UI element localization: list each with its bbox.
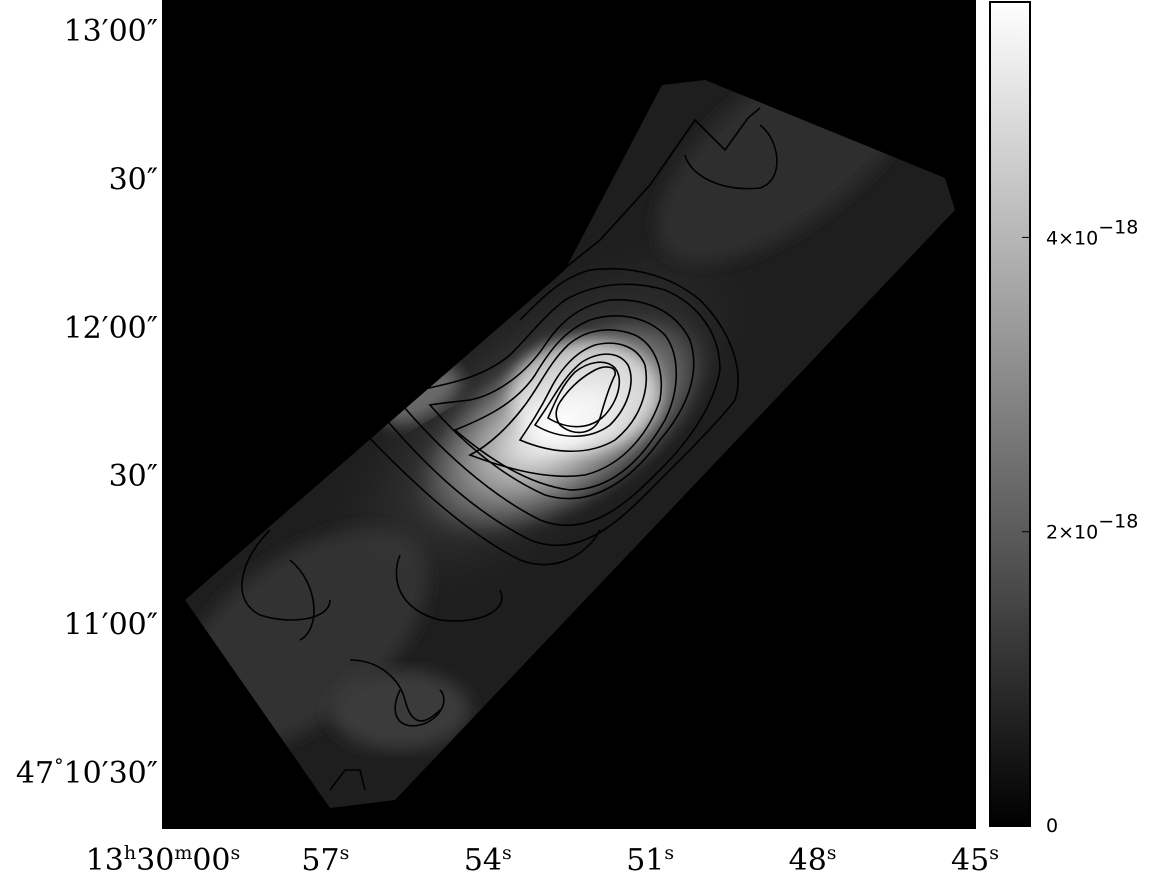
y-tick-label: 13′00″ [64, 14, 158, 49]
y-tick-label: 30″ [109, 162, 158, 197]
contour-level-15 [395, 554, 503, 622]
contour-level-12 [555, 366, 616, 434]
contour-level-7 [453, 315, 678, 491]
contour-level-10 [533, 353, 632, 438]
x-tick-label: 54s [464, 842, 512, 873]
x-axis-tick-labels: 13h30m00s 57s 54s 51s 48s 45s [86, 842, 999, 873]
contour-level-6 [428, 299, 695, 500]
contour-level-16 [349, 659, 441, 722]
x-tick-label: 13h30m00s [86, 842, 241, 873]
contour-level-18 [329, 769, 366, 791]
x-tick-label: 45s [951, 842, 999, 873]
contour-level-3 [359, 427, 601, 566]
contour-level-9 [518, 342, 647, 452]
colorbar-tick-label: 0 [1046, 815, 1058, 837]
contour-level-17 [394, 689, 445, 727]
contour-level-5 [397, 283, 721, 527]
contour-level-2 [684, 124, 778, 190]
colorbar-tick-labels: 0 2×10−18 4×10−18 [1022, 216, 1138, 837]
y-axis-tick-labels: 13′00″ 30″ 12′00″ 30″ 11′00″ 47°10′30″ [16, 14, 158, 791]
x-tick-label: 48s [789, 842, 837, 873]
map-frame [162, 0, 976, 829]
contour-level-4 [377, 267, 739, 547]
x-tick-label: 51s [626, 842, 674, 873]
y-tick-label: 12′00″ [64, 311, 158, 346]
contour-lines [241, 107, 778, 791]
colorbar-gradient [989, 1, 1031, 827]
contour-level-8 [468, 329, 662, 478]
contour-level-14 [289, 559, 315, 641]
contour-level-13 [241, 529, 331, 621]
y-tick-label: 47°10′30″ [16, 755, 158, 791]
contour-level-11 [546, 361, 621, 428]
contour-level-1 [564, 107, 761, 269]
y-tick-label: 30″ [109, 459, 158, 494]
x-tick-label: 57s [301, 842, 349, 873]
colorbar-tick-label: 2×10−18 [1046, 511, 1138, 544]
y-tick-label: 11′00″ [64, 608, 158, 643]
colorbar-tick-label: 4×10−18 [1046, 216, 1138, 249]
